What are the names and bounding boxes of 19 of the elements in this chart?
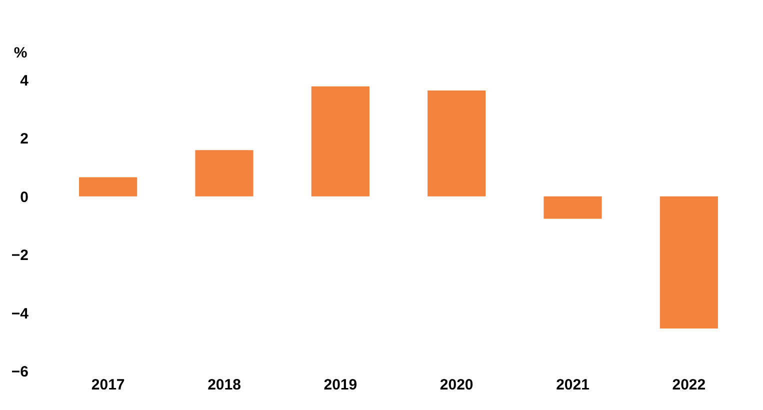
y-tick-label: −6 — [11, 364, 28, 380]
y-tick-label: 4 — [20, 72, 30, 90]
x-tick-label: 2017 — [91, 376, 125, 394]
x-tick-label: 2020 — [440, 376, 474, 394]
x-tick-label: 2019 — [324, 376, 358, 394]
y-tick-label: 2 — [20, 130, 28, 148]
bar — [660, 196, 718, 329]
x-tick-label: 2018 — [208, 376, 241, 394]
x-tick-label: 2022 — [672, 376, 706, 394]
bar — [311, 86, 370, 196]
y-tick-label: −2 — [11, 247, 28, 264]
bar — [428, 90, 486, 196]
bar — [195, 150, 254, 196]
bar — [544, 196, 602, 219]
bar — [79, 177, 138, 196]
y-tick-label: 0 — [20, 188, 28, 206]
y-axis-title: % — [14, 44, 28, 62]
x-tick-label: 2021 — [556, 376, 590, 394]
y-tick-label: −4 — [11, 305, 30, 322]
